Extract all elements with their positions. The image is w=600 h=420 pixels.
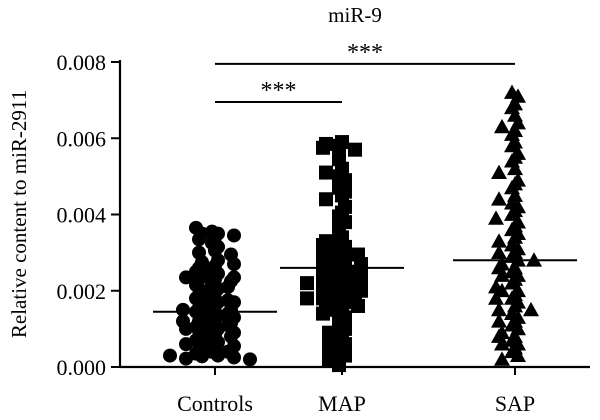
data-point-triangle bbox=[491, 244, 507, 260]
y-tick-label: 0.006 bbox=[57, 126, 107, 151]
data-point-triangle bbox=[491, 191, 507, 206]
data-point-triangle bbox=[494, 282, 510, 298]
x-category-label: Controls bbox=[177, 391, 253, 416]
data-point-circle bbox=[179, 337, 193, 352]
y-tick-label: 0.008 bbox=[57, 50, 107, 75]
data-point-triangle bbox=[504, 275, 520, 290]
data-point-circle bbox=[195, 226, 209, 241]
significance-label: *** bbox=[347, 40, 383, 66]
data-point-triangle bbox=[491, 301, 507, 317]
data-point-circle bbox=[179, 321, 193, 336]
data-point-square bbox=[319, 192, 333, 207]
data-point-circle bbox=[243, 352, 257, 367]
data-point-circle bbox=[227, 257, 241, 272]
data-point-triangle bbox=[491, 233, 507, 248]
data-point-triangle bbox=[494, 336, 510, 351]
x-category-label: MAP bbox=[318, 391, 366, 416]
data-point-circle bbox=[224, 329, 238, 344]
data-point-square bbox=[300, 291, 314, 306]
data-point-square bbox=[348, 264, 362, 279]
data-point-circle bbox=[227, 295, 241, 310]
data-point-circle bbox=[195, 349, 209, 364]
data-point-triangle bbox=[507, 160, 523, 176]
data-point-square bbox=[316, 306, 330, 321]
data-point-triangle bbox=[494, 118, 510, 134]
y-axis-label: Relative content to miR-2911 bbox=[7, 90, 31, 338]
data-point-square bbox=[319, 165, 333, 180]
data-point-circle bbox=[176, 302, 190, 317]
data-point-square bbox=[300, 276, 314, 291]
x-category-label: SAP bbox=[495, 391, 535, 416]
data-point-triangle bbox=[504, 206, 520, 221]
y-ticks: 0.000 0.002 0.004 0.006 0.008 bbox=[57, 50, 120, 380]
data-point-triangle bbox=[491, 164, 507, 179]
data-point-square bbox=[348, 142, 362, 157]
data-point-triangle bbox=[504, 137, 520, 153]
data-point-circle bbox=[227, 228, 241, 243]
data-point-triangle bbox=[488, 210, 504, 225]
data-points bbox=[163, 84, 542, 373]
y-tick-label: 0.004 bbox=[57, 203, 107, 228]
data-point-square bbox=[332, 138, 346, 153]
data-point-triangle bbox=[510, 347, 526, 362]
data-point-circle bbox=[163, 348, 177, 363]
data-point-circle bbox=[221, 344, 235, 359]
data-point-square bbox=[316, 140, 330, 155]
significance-annotations: *** *** bbox=[215, 40, 515, 104]
data-point-circle bbox=[179, 270, 193, 285]
data-point-circle bbox=[221, 318, 235, 333]
y-tick-label: 0.002 bbox=[57, 279, 107, 304]
data-point-square bbox=[351, 299, 365, 313]
significance-label: *** bbox=[261, 78, 297, 104]
y-tick-label: 0.000 bbox=[57, 355, 107, 380]
chart-title: miR-9 bbox=[328, 3, 382, 27]
data-point-triangle bbox=[523, 301, 539, 317]
data-point-triangle bbox=[491, 313, 507, 328]
x-category-labels: Controls MAP SAP bbox=[177, 367, 535, 416]
data-point-triangle bbox=[494, 351, 510, 366]
mean-lines bbox=[153, 259, 577, 313]
data-point-square bbox=[335, 188, 349, 203]
data-point-triangle bbox=[494, 267, 510, 282]
data-point-square bbox=[332, 358, 346, 373]
data-point-square bbox=[354, 283, 368, 298]
data-point-triangle bbox=[488, 290, 504, 305]
data-point-circle bbox=[179, 351, 193, 366]
